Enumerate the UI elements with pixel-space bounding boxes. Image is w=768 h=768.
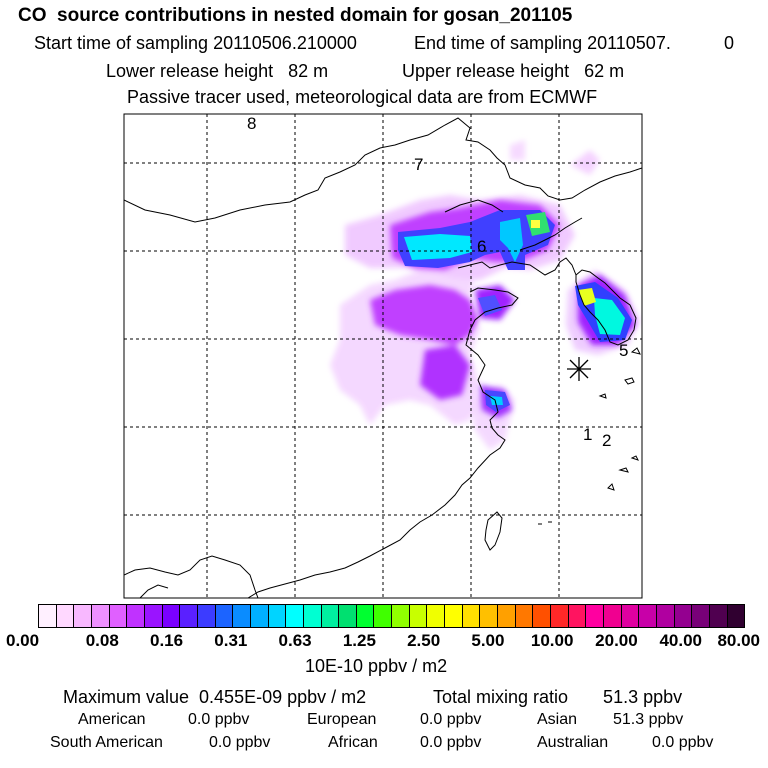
colorbar-segment — [445, 605, 463, 627]
concentration-field — [330, 140, 640, 450]
colorbar-segment — [409, 605, 428, 627]
colorbar-segment — [233, 605, 251, 627]
source-label-asian: Asian — [537, 711, 578, 728]
upper-release-label: Upper release height 62 m — [402, 61, 625, 81]
colorbar-segment — [692, 605, 710, 627]
end-time-suffix: 0 — [724, 33, 735, 53]
source-label-european: European — [307, 711, 377, 728]
colorbar-segment — [427, 605, 446, 627]
plume-cyan-north — [404, 234, 472, 260]
colorbar-segment — [339, 605, 357, 627]
colorbar-tick-label: 80.00 — [717, 631, 760, 650]
colorbar-tick-label: 40.00 — [659, 631, 702, 650]
start-time-label: Start time of sampling 20110506.210000 — [34, 33, 357, 53]
track-label-2: 2 — [602, 431, 611, 450]
colorbar-tick-label: 0.31 — [214, 631, 248, 650]
colorbar-segment — [462, 605, 481, 627]
colorbar-unit: 10E-10 ppbv / m2 — [305, 656, 448, 676]
colorbar-segment — [56, 605, 75, 627]
source-value-asian: 51.3 ppbv — [613, 711, 684, 728]
plume-light-east — [570, 150, 600, 175]
colorbar-tick-label: 10.00 — [530, 631, 574, 650]
colorbar-tick-label: 20.00 — [595, 631, 638, 650]
graticule — [124, 114, 642, 598]
source-label-australian: Australian — [537, 734, 609, 751]
colorbar-segment — [109, 605, 128, 627]
colorbar-tick-label: 1.25 — [342, 631, 376, 650]
source-label-african: African — [328, 734, 378, 751]
colorbar-segment — [127, 605, 145, 627]
colorbar-tick-label: 5.00 — [471, 631, 505, 650]
colorbar-segment — [303, 605, 322, 627]
colorbar-tick-label: 0.16 — [149, 631, 184, 650]
colorbar-segment — [286, 605, 304, 627]
colorbar-segment — [586, 605, 604, 627]
tracer-note: Passive tracer used, meteorological data… — [127, 87, 598, 107]
track-label-5: 5 — [619, 341, 628, 360]
plume-light-spot — [510, 140, 525, 160]
plume-purple-west — [370, 285, 478, 345]
colorbar-segment — [533, 605, 552, 627]
colorbar-segment — [39, 605, 57, 627]
colorbar-segment — [498, 605, 516, 627]
colorbar-segment — [604, 605, 622, 627]
colorbar-tick-label: 0.00 — [6, 631, 40, 650]
colorbar-tick-label: 2.50 — [407, 631, 441, 650]
colorbar-segment — [321, 605, 340, 627]
colorbar-tick-label: 0.63 — [278, 631, 312, 650]
colorbar-segment — [215, 605, 234, 627]
plume-purple-south — [420, 345, 470, 400]
map-panel: 8 7 6 5 1 2 — [123, 113, 643, 599]
source-label-south-american: South American — [50, 734, 163, 751]
colorbar-segment — [568, 605, 587, 627]
colorbar-segment — [197, 605, 216, 627]
plume-cyan-coast — [490, 396, 503, 405]
colorbar-segment — [268, 605, 287, 627]
colorbar-tick-label: 0.08 — [85, 631, 119, 650]
colorbar-segment — [356, 605, 375, 627]
source-value-australian: 0.0 ppbv — [652, 734, 714, 751]
colorbar-segment — [392, 605, 410, 627]
map-border — [123, 113, 643, 599]
total-mixing-ratio: Total mixing ratio 51.3 ppbv — [433, 687, 683, 707]
track-label-6: 6 — [477, 237, 486, 256]
source-value-south-american: 0.0 ppbv — [209, 734, 271, 751]
colorbar — [38, 604, 745, 628]
colorbar-segment — [656, 605, 675, 627]
colorbar-segment — [144, 605, 163, 627]
colorbar-segment — [551, 605, 569, 627]
plume-yellow-spot — [531, 220, 540, 228]
colorbar-segment — [674, 605, 693, 627]
colorbar-segment — [515, 605, 534, 627]
plot-title: CO source contributions in nested domain… — [18, 5, 573, 26]
end-time-label: End time of sampling 20110507. — [414, 33, 671, 53]
colorbar-segment — [621, 605, 640, 627]
colorbar-segment — [374, 605, 393, 627]
colorbar-segment — [250, 605, 269, 627]
coastlines — [124, 117, 642, 598]
colorbar-segment — [180, 605, 198, 627]
colorbar-segment — [162, 605, 181, 627]
source-value-european: 0.0 ppbv — [420, 711, 482, 728]
colorbar-segment — [727, 605, 745, 627]
plume-blue-coast-mid — [478, 295, 502, 316]
track-label-7: 7 — [414, 155, 423, 174]
colorbar-segment — [709, 605, 728, 627]
colorbar-segment — [639, 605, 657, 627]
source-value-american: 0.0 ppbv — [188, 711, 250, 728]
colorbar-segment — [74, 605, 92, 627]
source-label-american: American — [78, 711, 146, 728]
receptor-asterisk-icon — [567, 357, 591, 381]
maximum-value: Maximum value 0.455E-09 ppbv / m2 — [63, 687, 367, 707]
track-label-8: 8 — [247, 114, 256, 133]
source-value-african: 0.0 ppbv — [420, 734, 482, 751]
track-label-1: 1 — [583, 425, 592, 444]
lower-release-label: Lower release height 82 m — [106, 61, 329, 81]
plume-cyan-spot — [500, 218, 523, 262]
colorbar-segment — [91, 605, 110, 627]
colorbar-segment — [480, 605, 499, 627]
